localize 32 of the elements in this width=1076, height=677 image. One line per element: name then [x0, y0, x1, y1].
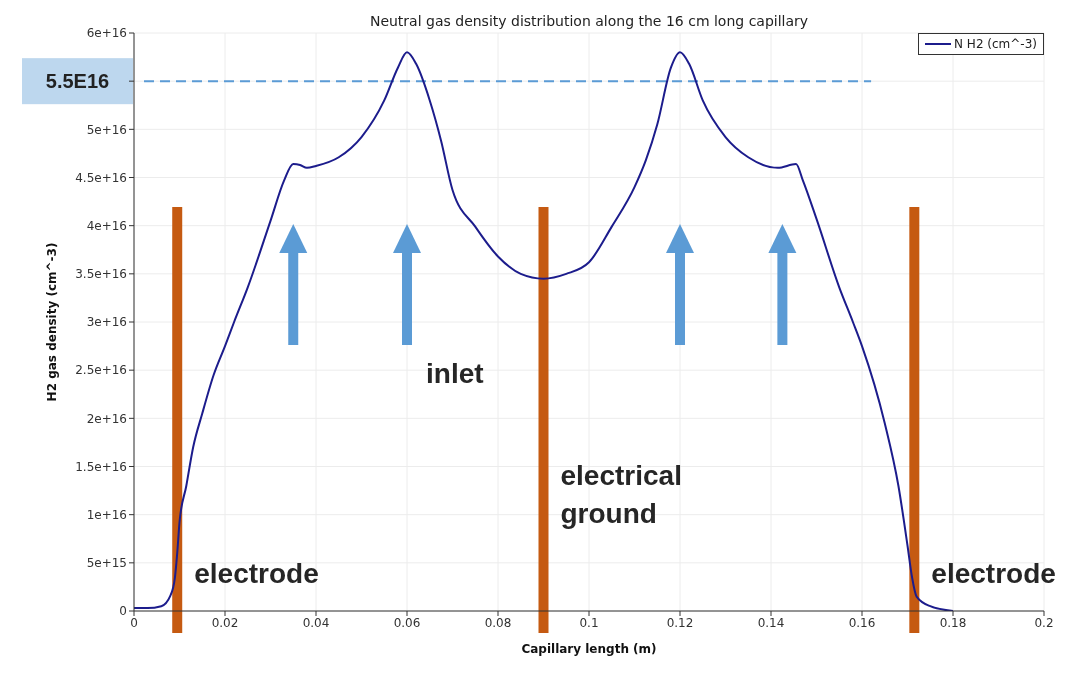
ref-line-label: electrode — [194, 558, 319, 589]
x-tick-label: 0.16 — [848, 615, 876, 630]
y-axis-title: H2 gas density (cm^-3) — [45, 242, 60, 402]
legend-label: N H2 (cm^-3) — [954, 37, 1037, 51]
y-tick-label: 5e+15 — [86, 556, 127, 571]
ref-line-label: electrical ground — [560, 460, 682, 529]
y-tick-label: 2e+16 — [86, 411, 127, 426]
x-tick-label: 0 — [130, 615, 138, 630]
y-tick-label: 0 — [119, 604, 127, 619]
x-tick-label: 0.14 — [757, 615, 785, 630]
x-tick-label: 0.1 — [579, 615, 599, 630]
x-tick-label: 0.2 — [1034, 615, 1054, 630]
y-tick-label: 4e+16 — [86, 218, 127, 233]
y-tick-label: 1.5e+16 — [75, 459, 127, 474]
y-tick-label: 4.5e+16 — [75, 170, 127, 185]
x-tick-label: 0.06 — [393, 615, 421, 630]
y-tick-label: 2.5e+16 — [75, 363, 127, 378]
chart-title: Neutral gas density distribution along the 16 cm long capillary — [369, 13, 809, 29]
y-tick-label: 6e+16 — [86, 26, 127, 41]
y-tick-label: 3e+16 — [86, 315, 127, 330]
x-tick-label: 0.18 — [939, 615, 967, 630]
y-tick-label: 1e+16 — [86, 507, 127, 522]
x-tick-label: 0.04 — [302, 615, 330, 630]
x-tick-label: 0.08 — [484, 615, 512, 630]
annotation: inlet — [426, 358, 484, 389]
x-axis-title: Capillary length (m) — [521, 642, 657, 656]
ref-line-label: 5.5E16 — [45, 70, 110, 93]
x-tick-label: 0.12 — [666, 615, 694, 630]
y-tick-label: 5e+16 — [86, 122, 127, 137]
ref-line-label: electrode — [931, 558, 1056, 589]
x-tick-label: 0.02 — [211, 615, 239, 630]
y-tick-label: 3.5e+16 — [75, 267, 127, 282]
